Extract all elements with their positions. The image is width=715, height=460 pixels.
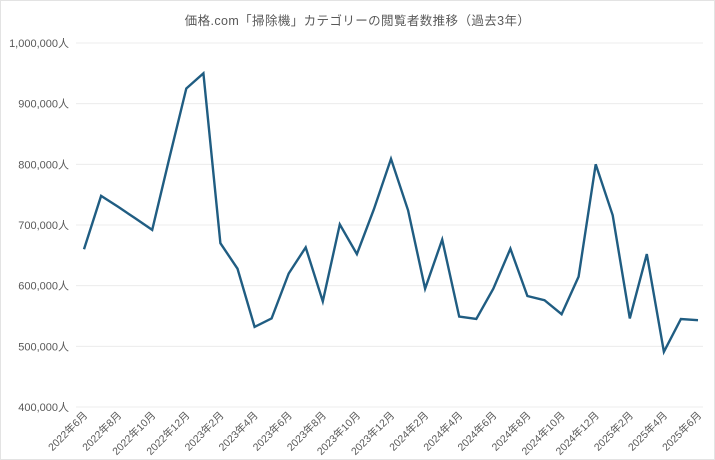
series-line-viewer-count bbox=[82, 70, 699, 356]
gridlines bbox=[76, 42, 703, 408]
y-tick-label: 500,000人 bbox=[18, 340, 69, 353]
y-tick-label: 700,000人 bbox=[18, 219, 69, 232]
y-tick-label: 600,000人 bbox=[18, 280, 69, 293]
y-tick-label: 900,000人 bbox=[18, 98, 69, 111]
chart-title: 価格.com「掃除機」カテゴリーの閲覧者数推移（過去3年） bbox=[184, 14, 531, 28]
y-tick-label: 800,000人 bbox=[18, 158, 69, 171]
y-axis-labels: 400,000人 500,000人 600,000人 700,000人 800,000人… bbox=[9, 37, 69, 414]
y-tick-label: 400,000人 bbox=[18, 401, 69, 414]
y-tick-label: 1,000,000人 bbox=[9, 37, 69, 50]
x-axis-labels: 2022年6月2022年8月2022年10月2022年12月2023年2月202… bbox=[45, 409, 704, 458]
